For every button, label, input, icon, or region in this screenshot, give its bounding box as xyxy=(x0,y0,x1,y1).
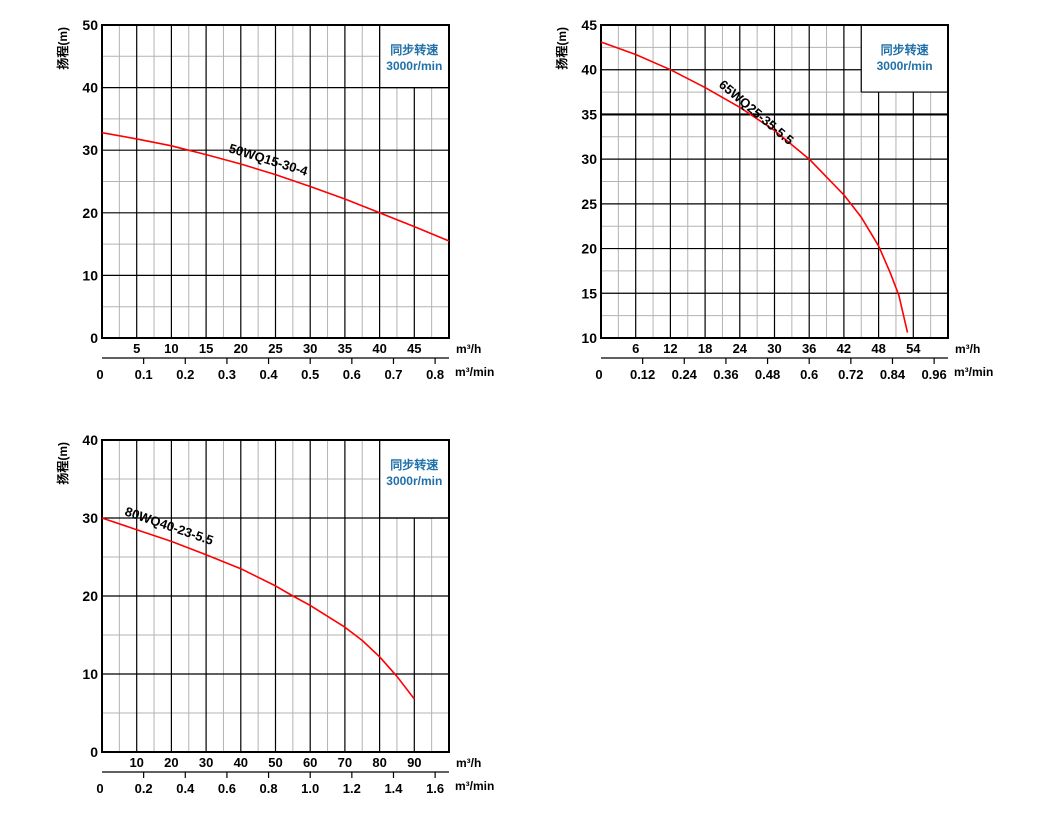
secondary-axis-unit: m³/min xyxy=(455,779,494,793)
secondary-tick-label: 0.24 xyxy=(672,367,698,382)
x-tick-label: 30 xyxy=(767,341,781,356)
secondary-tick-label: 0.5 xyxy=(301,367,319,382)
x-tick-label: 20 xyxy=(234,341,248,356)
x-tick-label: 30 xyxy=(199,755,213,770)
plot-frame xyxy=(101,439,450,753)
y-tick-label: 10 xyxy=(581,330,597,346)
secondary-tick-label: 1.6 xyxy=(426,781,444,796)
y-axis-label: 扬程(m) xyxy=(554,27,569,70)
x-tick-label: 80 xyxy=(372,755,386,770)
y-tick-label: 25 xyxy=(581,196,597,212)
x-axis-unit: m³/h xyxy=(456,756,481,770)
x-tick-label: 15 xyxy=(199,341,213,356)
secondary-tick-label: 1.0 xyxy=(301,781,319,796)
y-tick-label: 20 xyxy=(581,241,597,257)
secondary-tick-label: 1.4 xyxy=(384,781,403,796)
secondary-tick-label: 0 xyxy=(595,367,602,382)
x-tick-label: 10 xyxy=(129,755,143,770)
secondary-tick-label: 0.8 xyxy=(260,781,278,796)
secondary-tick-label: 0.8 xyxy=(426,367,444,382)
y-tick-label: 40 xyxy=(82,80,98,96)
secondary-tick-label: 0.6 xyxy=(800,367,818,382)
y-tick-label: 30 xyxy=(82,142,98,158)
y-tick-label: 0 xyxy=(90,330,98,346)
x-tick-label: 5 xyxy=(133,341,140,356)
x-tick-label: 50 xyxy=(268,755,282,770)
y-tick-label: 0 xyxy=(90,744,98,760)
legend-speed-value: 3000r/min xyxy=(386,474,442,488)
y-tick-label: 15 xyxy=(581,285,597,301)
plot-frame xyxy=(101,24,450,339)
secondary-tick-label: 0.3 xyxy=(218,367,236,382)
x-tick-label: 20 xyxy=(164,755,178,770)
y-tick-label: 10 xyxy=(82,267,98,283)
y-tick-label: 40 xyxy=(581,62,597,78)
pump-curve xyxy=(600,41,909,333)
secondary-tick-label: 0.6 xyxy=(343,367,361,382)
x-tick-label: 36 xyxy=(802,341,816,356)
secondary-axis-unit: m³/min xyxy=(954,365,993,379)
x-axis-unit: m³/h xyxy=(456,342,481,356)
secondary-tick-label: 0 xyxy=(96,367,103,382)
y-axis-label: 扬程(m) xyxy=(55,27,70,70)
y-tick-label: 30 xyxy=(82,510,98,526)
secondary-tick-label: 0.12 xyxy=(630,367,655,382)
x-tick-label: 10 xyxy=(164,341,178,356)
y-tick-label: 45 xyxy=(581,17,597,33)
legend-speed-label: 同步转速 xyxy=(881,42,929,57)
y-axis-label: 扬程(m) xyxy=(55,442,70,485)
secondary-tick-label: 0.72 xyxy=(838,367,863,382)
secondary-tick-label: 0.4 xyxy=(176,781,195,796)
y-tick-label: 30 xyxy=(581,151,597,167)
secondary-tick-label: 0.4 xyxy=(260,367,279,382)
secondary-tick-label: 0.1 xyxy=(135,367,153,382)
y-tick-label: 20 xyxy=(82,205,98,221)
x-tick-label: 30 xyxy=(303,341,317,356)
secondary-tick-label: 0.84 xyxy=(880,367,906,382)
x-tick-label: 25 xyxy=(268,341,282,356)
legend-speed-value: 3000r/min xyxy=(386,59,442,73)
y-tick-label: 35 xyxy=(581,106,597,122)
x-tick-label: 40 xyxy=(372,341,386,356)
x-tick-label: 70 xyxy=(338,755,352,770)
chart-1: 同步转速 3000r/min 0 10 20 30 40 50 扬程(m) 5 10 15 20 25 30… xyxy=(55,17,494,382)
chart-2: 同步转速 3000r/min 10 15 20 25 30 35 40 45 扬程(m) 6 12 18 2… xyxy=(554,17,993,382)
x-tick-label: 18 xyxy=(698,341,712,356)
pump-curve xyxy=(101,131,450,242)
x-tick-label: 48 xyxy=(871,341,885,356)
secondary-tick-label: 0 xyxy=(96,781,103,796)
y-tick-label: 50 xyxy=(82,17,98,33)
x-tick-label: 12 xyxy=(663,341,677,356)
plot-frame xyxy=(600,24,949,339)
legend-speed-label: 同步转速 xyxy=(390,42,438,57)
secondary-axis-unit: m³/min xyxy=(455,365,494,379)
secondary-tick-label: 0.6 xyxy=(218,781,236,796)
y-tick-label: 20 xyxy=(82,588,98,604)
chart-3: 同步转速 3000r/min 0 10 20 30 40 扬程(m) 10 20 30 40 50 60 7… xyxy=(55,432,494,796)
legend-speed-label: 同步转速 xyxy=(390,457,438,472)
x-tick-label: 60 xyxy=(303,755,317,770)
x-tick-label: 6 xyxy=(632,341,639,356)
x-tick-label: 45 xyxy=(407,341,421,356)
x-tick-label: 40 xyxy=(234,755,248,770)
secondary-tick-label: 1.2 xyxy=(343,781,361,796)
x-tick-label: 90 xyxy=(407,755,421,770)
y-tick-label: 40 xyxy=(82,432,98,448)
x-tick-label: 35 xyxy=(338,341,352,356)
legend-speed-value: 3000r/min xyxy=(877,59,933,73)
pump-curve xyxy=(101,517,415,700)
secondary-tick-label: 0.2 xyxy=(135,781,153,796)
secondary-tick-label: 0.96 xyxy=(921,367,946,382)
secondary-tick-label: 0.36 xyxy=(713,367,738,382)
secondary-tick-label: 0.2 xyxy=(176,367,194,382)
x-tick-label: 54 xyxy=(906,341,921,356)
x-tick-label: 24 xyxy=(733,341,748,356)
x-tick-label: 42 xyxy=(837,341,851,356)
x-axis-unit: m³/h xyxy=(955,342,980,356)
secondary-tick-label: 0.7 xyxy=(384,367,402,382)
y-tick-label: 10 xyxy=(82,666,98,682)
secondary-tick-label: 0.48 xyxy=(755,367,780,382)
